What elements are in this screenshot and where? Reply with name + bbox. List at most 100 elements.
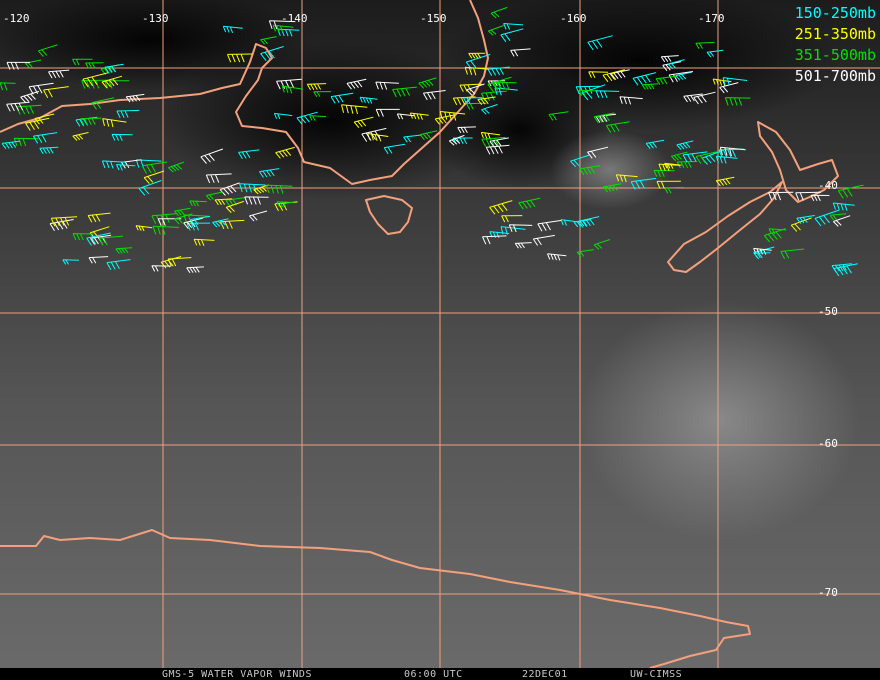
legend: 150-250mb 251-350mb 351-500mb 501-700mb [795, 4, 876, 85]
wind-barb [6, 101, 30, 112]
wind-barb [609, 69, 630, 80]
legend-entry: 251-350mb [795, 25, 876, 43]
wind-barb [91, 97, 115, 110]
wind-barb [86, 232, 111, 246]
wind-barb [695, 150, 720, 164]
wind-barb [116, 109, 140, 119]
wind-barb [296, 111, 318, 125]
wind-barb [701, 150, 723, 165]
wind-barb [655, 75, 676, 85]
wind-barb [547, 253, 567, 261]
wind-barb [514, 242, 532, 249]
wind-barb [518, 197, 541, 210]
wind-barb [693, 91, 716, 105]
wind-barb [189, 200, 207, 207]
wind-barb [244, 196, 269, 205]
wind-barb [143, 170, 165, 184]
coastlines [0, 0, 839, 669]
footer-product: GMS-5 WATER VAPOR WINDS [162, 669, 312, 680]
wind-barb [266, 184, 293, 194]
wind-barb [833, 263, 858, 277]
lat-label: -70 [818, 586, 838, 599]
wind-barb [579, 165, 601, 176]
wind-barb [508, 224, 533, 233]
wind-barb [275, 146, 295, 159]
wind-barb [588, 71, 609, 78]
wind-barb [675, 71, 693, 81]
wind-barb [205, 191, 223, 201]
footer-date: 22DEC01 [522, 669, 568, 680]
wind-barb [595, 90, 620, 99]
latitude-labels: -40 -50 -60 -70 [818, 179, 838, 599]
wind-barb [6, 61, 31, 70]
wind-barb [396, 113, 415, 120]
footer-bar [0, 668, 880, 680]
wind-barb [493, 81, 517, 90]
wind-barb [353, 116, 374, 129]
wind-barb [667, 59, 685, 70]
wind-barb [434, 114, 454, 125]
lon-label: -130 [142, 12, 169, 25]
wind-barb [632, 72, 657, 86]
wind-barb [603, 183, 622, 193]
wind-barb [135, 225, 153, 232]
wind-barb [403, 134, 422, 143]
wind-barb [214, 198, 233, 206]
wind-barb [439, 111, 466, 121]
wind-barb [37, 44, 58, 57]
wind-barb [645, 139, 665, 150]
wind-barb [167, 257, 192, 267]
wind-barb [676, 140, 694, 150]
wind-barb [222, 25, 243, 33]
wind-barb [227, 53, 253, 63]
wind-barb [715, 176, 735, 187]
wind-barb [468, 52, 486, 59]
wind-barb [32, 132, 58, 144]
wind-barb [763, 228, 786, 243]
new-zealand-north [757, 121, 839, 203]
wind-barb [715, 155, 738, 164]
wind-barb [281, 85, 303, 94]
wind-barb [34, 113, 55, 125]
lon-label: -160 [560, 12, 587, 25]
wind-barb [790, 217, 812, 232]
wind-barb [570, 154, 590, 168]
australia-coast [0, 0, 489, 185]
wind-barb [28, 82, 54, 95]
new-zealand-south [667, 181, 783, 273]
wind-barb [795, 191, 821, 201]
wind-barb [619, 96, 643, 105]
wind-barb [480, 90, 507, 102]
wind-barb [464, 66, 489, 76]
wind-barb [452, 137, 473, 145]
wind-barb [313, 91, 331, 97]
wind-barb [1, 140, 21, 150]
wind-barb [837, 184, 864, 199]
wind-barb [695, 41, 715, 49]
wind-barb [768, 228, 787, 235]
wind-barb [630, 177, 657, 190]
wind-barb [576, 249, 594, 258]
wind-barb [664, 162, 682, 169]
wind-barb [560, 219, 580, 226]
wind-barb [664, 186, 684, 194]
wind-barb [722, 77, 748, 86]
wind-barb [151, 265, 172, 272]
wind-barb [796, 215, 815, 224]
wind-barb [602, 69, 625, 83]
wind-barb [466, 83, 485, 96]
wind-barb [581, 84, 606, 101]
wind-barb [810, 194, 830, 202]
wind-barb [489, 200, 513, 215]
wind-barb [72, 58, 93, 66]
wind-barb [239, 183, 266, 193]
wind-barb [501, 215, 523, 223]
wind-barb [490, 6, 508, 19]
wind-barb [457, 126, 476, 134]
wind-barb [138, 180, 162, 196]
wind-barb [115, 247, 133, 254]
wind-barb [587, 35, 613, 51]
wind-barb [587, 146, 609, 159]
wind-barb [605, 121, 630, 133]
wind-barb [276, 201, 295, 208]
